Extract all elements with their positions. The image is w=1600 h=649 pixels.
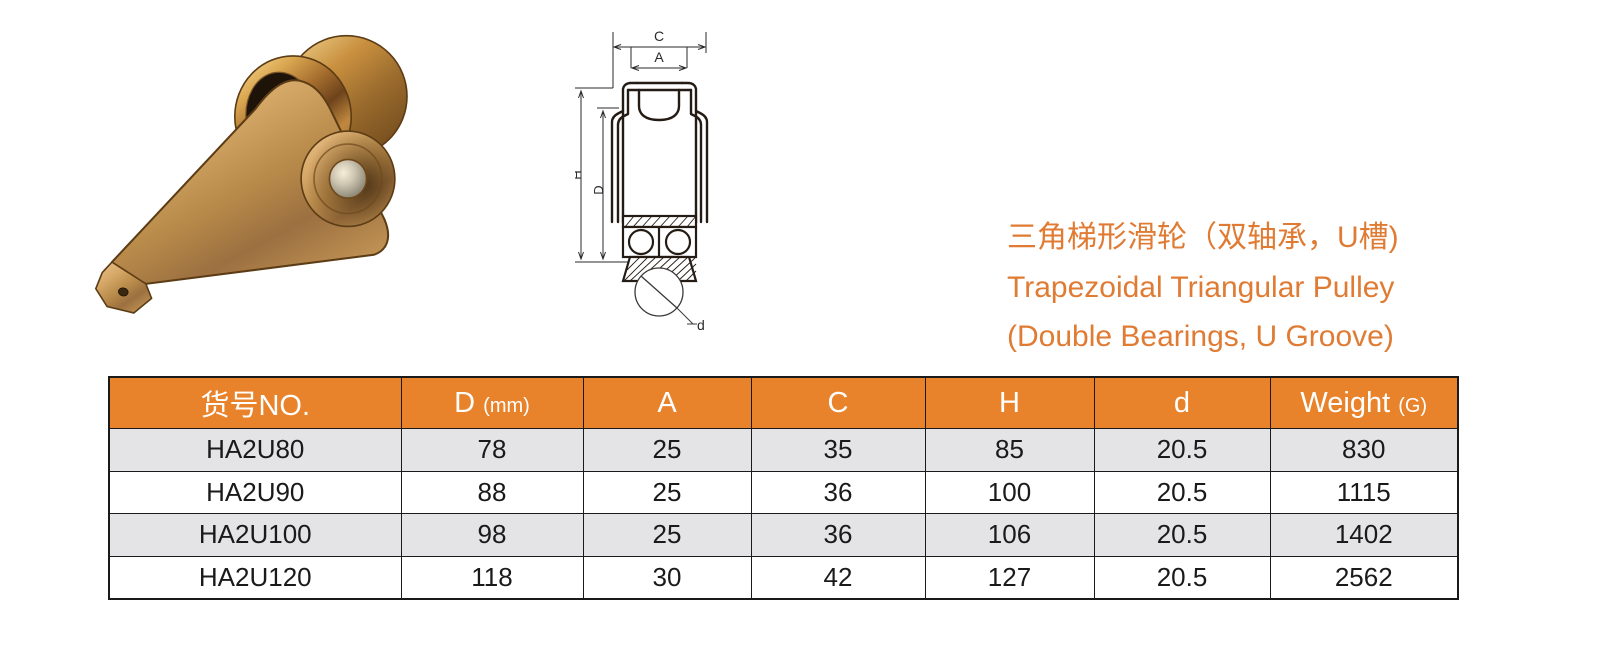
svg-text:D: D (591, 185, 606, 194)
svg-text:A: A (654, 49, 664, 65)
svg-text:H: H (575, 170, 584, 179)
svg-text:d: d (697, 317, 705, 333)
svg-text:C: C (654, 28, 664, 44)
